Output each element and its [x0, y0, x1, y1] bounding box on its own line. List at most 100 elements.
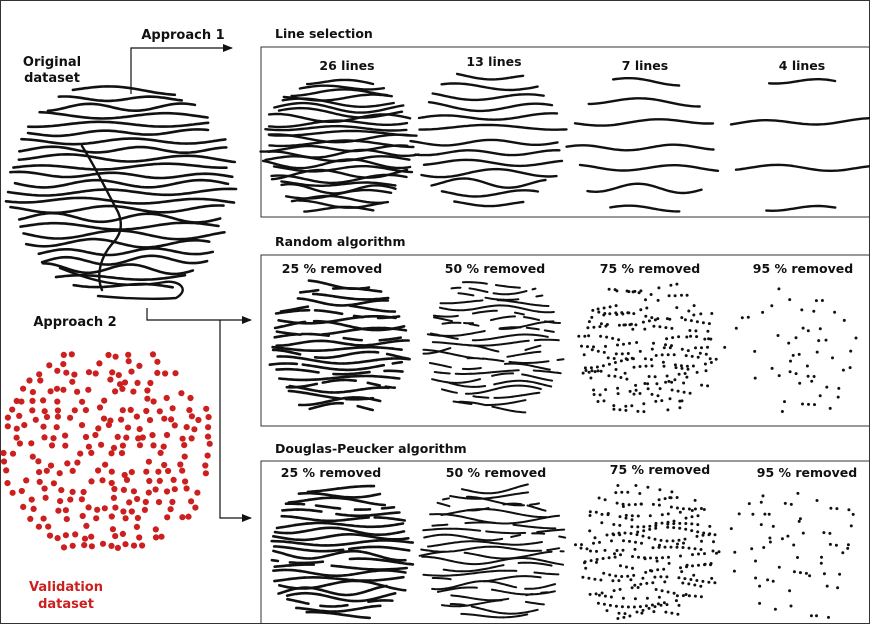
random-mark-8 [492, 292, 510, 296]
validation-point-56 [9, 406, 16, 413]
dp-mark-58 [600, 521, 604, 525]
random-mark-14 [667, 294, 671, 298]
validation-point-42 [130, 388, 137, 395]
random-mark-166 [674, 366, 678, 370]
dp-mark-214 [663, 580, 667, 584]
dp-mark-5 [759, 500, 763, 504]
selected-line-3 [734, 163, 870, 173]
random-mark-146 [527, 385, 542, 390]
random-mark-136 [281, 367, 299, 372]
validation-point-224 [185, 513, 192, 520]
approach-1-label: Approach 1 [141, 28, 224, 43]
random-mark-18 [680, 293, 683, 297]
dp-mark-78 [648, 527, 652, 531]
random-mark-203 [616, 392, 620, 396]
validation-point-10 [125, 358, 132, 365]
validation-point-20 [115, 372, 122, 379]
selected-line-2 [729, 116, 870, 126]
dp-mark-147 [288, 576, 306, 581]
validation-label-line1: Validation [29, 580, 103, 595]
dp-mark-166 [583, 561, 586, 565]
dp-mark-93 [629, 532, 633, 535]
dp-mark-138 [473, 570, 494, 575]
dp-mark-129 [481, 566, 496, 571]
dp-mark-61 [815, 614, 818, 618]
dp-mark-203 [677, 576, 681, 580]
dp-mark-186 [650, 569, 654, 573]
random-mark-104 [628, 341, 631, 345]
dp-mark-31 [693, 507, 697, 511]
dp-mark-180 [470, 605, 479, 609]
random-mark-132 [666, 353, 670, 357]
dp-mark-162 [355, 579, 377, 586]
random-mark-30 [831, 356, 834, 360]
dp-mark-45 [513, 520, 528, 525]
random-mark-26 [791, 353, 795, 357]
selected-line-9 [422, 158, 564, 168]
validation-point-163 [23, 477, 30, 484]
validation-point-61 [82, 407, 89, 414]
validation-point-238 [119, 530, 126, 538]
dp-mark-28 [532, 506, 541, 510]
dp-mark-39 [648, 514, 652, 518]
original-line-7 [20, 137, 227, 146]
dp-mark-71 [283, 536, 299, 542]
validation-point-19 [109, 369, 116, 376]
validation-point-24 [172, 370, 179, 377]
random-mark-98 [481, 357, 493, 361]
dp-mark-74 [465, 536, 474, 540]
dp-mark-104 [701, 533, 705, 537]
random-mark-45 [441, 322, 450, 325]
dp-mark-159 [613, 555, 617, 559]
dp-mark-12 [847, 508, 851, 512]
dp-mark-47 [543, 515, 552, 519]
random-mark-144 [277, 377, 293, 381]
random-mark-144 [613, 361, 617, 364]
dp-mark-20 [771, 524, 775, 528]
dp-mark-59 [377, 523, 399, 528]
dp-mark-64 [485, 530, 506, 534]
random-mark-117 [487, 370, 502, 374]
validation-point-12 [154, 358, 161, 365]
dp-mark-77 [642, 529, 646, 533]
dp-mark-42 [301, 516, 320, 522]
dp-mark-146 [655, 556, 658, 560]
dp-mark-79 [558, 535, 567, 539]
validation-point-37 [60, 386, 67, 393]
validation-point-138 [0, 458, 8, 465]
random-mark-183 [357, 396, 376, 402]
dp-mark-247 [620, 605, 624, 609]
dp-mark-70 [423, 534, 435, 539]
random-mark-169 [704, 369, 708, 373]
random-mark-48 [801, 402, 804, 406]
dp-mark-130 [330, 564, 343, 568]
validation-point-123 [136, 442, 144, 449]
random-mark-181 [342, 396, 355, 400]
random-mark-160 [348, 378, 358, 383]
random-mark-1 [777, 287, 781, 291]
dp-mark-33 [588, 510, 592, 514]
dp-mark-94 [287, 546, 309, 552]
validation-point-64 [127, 406, 134, 413]
random-mark-23 [444, 307, 459, 312]
dp-mark-126 [442, 568, 463, 573]
random-mark-63 [701, 321, 705, 325]
random-mark-113 [602, 350, 606, 354]
validation-point-45 [13, 397, 20, 405]
random-mark-184 [372, 398, 382, 403]
random-mark-11 [746, 315, 750, 319]
validation-point-228 [109, 526, 116, 533]
selected-line-1 [767, 77, 837, 85]
random-mark-13 [323, 293, 336, 298]
selected-line-5 [417, 112, 559, 121]
random-mark-134 [684, 354, 688, 358]
dp-mark-144 [437, 577, 452, 581]
random-mark-181 [589, 376, 593, 380]
validation-point-159 [165, 467, 172, 475]
dp-mark-46 [343, 516, 365, 522]
random-mark-20 [602, 306, 606, 310]
dp-mark-79 [394, 537, 407, 541]
random-mark-76 [491, 342, 512, 347]
dp-mark-163 [508, 591, 523, 596]
random-mark-190 [356, 404, 372, 411]
